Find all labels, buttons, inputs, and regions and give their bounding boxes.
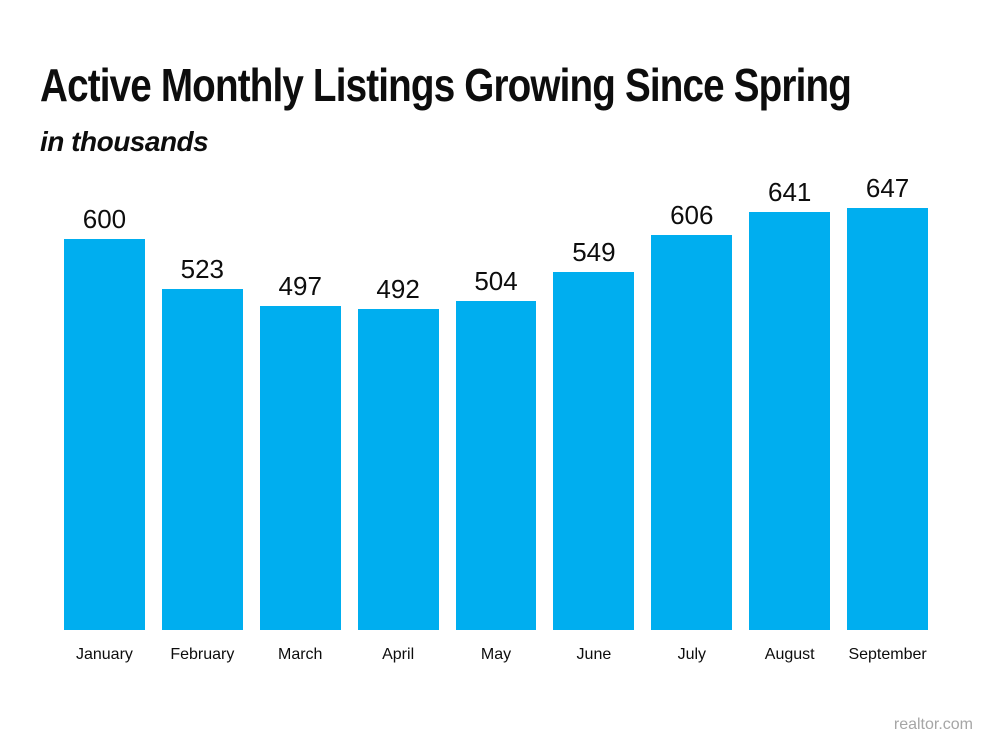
- bar-value-label: 600: [82, 204, 127, 234]
- x-axis-label: March: [278, 646, 323, 663]
- bar-column: 549: [553, 160, 635, 630]
- x-axis-label: June: [576, 646, 612, 663]
- bar-value-label: 549: [572, 237, 616, 267]
- x-axis-label: July: [677, 646, 707, 663]
- x-axis-labels: January February March April May June July Augu…: [64, 646, 928, 664]
- bar: [455, 301, 537, 630]
- x-axis-label: February: [170, 646, 235, 663]
- bar: [259, 306, 341, 630]
- bar: [161, 289, 243, 630]
- source-attribution: realtor.com: [893, 716, 973, 733]
- bar-chart: 600 523 497 492 504 549 606 641 647: [64, 160, 929, 630]
- bar-column: 523: [161, 160, 243, 630]
- x-axis-label: September: [848, 646, 927, 663]
- bar-column: 504: [455, 160, 537, 630]
- bar-column: 641: [749, 160, 831, 630]
- page-title: Active Monthly Listings Growing Since Sp…: [40, 59, 852, 111]
- bar-value-label: 523: [180, 254, 225, 284]
- bar: [651, 235, 733, 630]
- bar-value-label: 497: [278, 271, 322, 301]
- bar-column: 492: [357, 160, 439, 630]
- page-subtitle: in thousands: [40, 126, 209, 157]
- bar-value-label: 504: [474, 266, 518, 296]
- bar-value-label: 606: [670, 200, 714, 230]
- x-axis-label: August: [764, 646, 815, 663]
- bar: [847, 208, 929, 630]
- bar: [357, 309, 439, 630]
- bar: [749, 212, 831, 630]
- bar-column: 606: [651, 160, 733, 630]
- bar: [553, 272, 635, 630]
- bar-column: 647: [847, 160, 929, 630]
- bar-column: 600: [64, 160, 145, 630]
- x-axis-label: May: [480, 646, 512, 663]
- bar: [64, 239, 145, 630]
- bar-value-label: 641: [767, 177, 812, 207]
- bar-value-label: 647: [865, 173, 910, 203]
- x-axis-label: April: [382, 646, 415, 663]
- bar-value-label: 492: [376, 274, 420, 304]
- bar-column: 497: [259, 160, 341, 630]
- x-axis-label: January: [75, 646, 133, 663]
